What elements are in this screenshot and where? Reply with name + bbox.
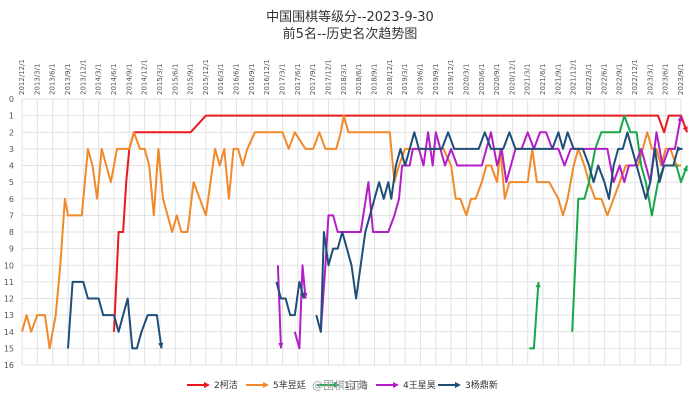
x-tick-label: 2014/3/1: [95, 64, 103, 95]
x-tick-label: 2014/6/1: [110, 64, 118, 95]
x-tick-label: 2015/12/1: [202, 59, 210, 95]
legend-arrowhead: [334, 382, 340, 388]
y-tick-label: 10: [4, 261, 14, 270]
legend-arrowhead: [393, 382, 399, 388]
x-tick-label: 2020/9/1: [493, 64, 501, 95]
y-tick-label: 11: [4, 278, 14, 287]
x-tick-label: 2013/12/1: [79, 59, 87, 95]
series-line: [67, 280, 163, 350]
y-tick-label: 16: [4, 361, 14, 370]
x-tick-label: 2018/6/1: [355, 64, 363, 95]
x-tick-label: 2019/3/1: [401, 64, 409, 95]
x-tick-label: 2019/12/1: [447, 59, 455, 95]
series-arrowhead: [300, 292, 306, 299]
x-tick-label: 2023/6/1: [662, 64, 670, 95]
x-tick-label: 2019/6/1: [416, 64, 424, 95]
x-tick-label: 2013/3/1: [33, 64, 41, 95]
x-tick-label: 2020/12/1: [508, 59, 516, 95]
x-tick-label: 2015/3/1: [156, 64, 164, 95]
x-tick-label: 2021/9/1: [554, 64, 562, 95]
x-tick-label: 2015/6/1: [171, 64, 179, 95]
chart-subtitle: 前5名--历史名次趋势图: [283, 26, 418, 42]
series-arrowhead: [677, 115, 683, 122]
x-tick-label: 2023/3/1: [646, 64, 654, 95]
x-tick-label: 2015/9/1: [187, 64, 195, 95]
x-tick-label: 2017/3/1: [279, 64, 287, 95]
y-tick-label: 15: [4, 344, 14, 353]
x-tick-label: 2016/9/1: [248, 64, 256, 95]
x-tick-label: 2022/6/1: [600, 64, 608, 95]
x-tick-label: 2016/12/1: [263, 59, 271, 95]
y-tick-label: 0: [9, 95, 14, 104]
y-tick-label: 14: [4, 328, 14, 337]
x-tick-label: 2018/3/1: [340, 64, 348, 95]
legend-label: 4王星昊: [403, 380, 436, 391]
x-tick-label: 2014/12/1: [141, 59, 149, 95]
legend-arrowhead: [455, 382, 461, 388]
series-line: [315, 131, 683, 333]
y-tick-label: 9: [9, 245, 14, 254]
x-tick-label: 2019/9/1: [432, 64, 440, 95]
x-tick-label: 2020/3/1: [462, 64, 470, 95]
series-arrowhead: [677, 146, 683, 152]
x-tick-label: 2022/12/1: [631, 59, 639, 95]
legend-label: 1丁浩: [344, 379, 368, 391]
x-tick-label: 2013/9/1: [64, 64, 72, 95]
series-line: [319, 115, 682, 332]
y-tick-label: 4: [9, 162, 14, 171]
legend-label: 5芈昱廷: [273, 379, 306, 391]
grid-lines: [21, 98, 682, 366]
x-tick-label: 2016/3/1: [217, 64, 225, 95]
y-tick-label: 7: [9, 211, 14, 220]
series-arrowhead: [682, 165, 688, 172]
x-tick-label: 2021/6/1: [539, 64, 547, 95]
x-tick-label: 2014/9/1: [125, 64, 133, 95]
x-tick-label: 2017/9/1: [309, 64, 317, 95]
y-tick-label: 2: [9, 128, 14, 137]
y-tick-label: 3: [9, 145, 14, 154]
chart-title: 中国围棋等级分--2023-9-30: [266, 9, 434, 25]
x-tick-label: 2022/3/1: [585, 64, 593, 95]
y-tick-label: 8: [9, 228, 14, 237]
series-lines: [21, 114, 689, 350]
y-tick-label: 5: [9, 178, 14, 187]
y-tick-label: 12: [4, 295, 14, 304]
x-tick-label: 2018/9/1: [370, 64, 378, 95]
series-arrowhead: [158, 342, 164, 349]
y-tick-label: 6: [9, 195, 14, 204]
x-tick-label: 2021/3/1: [524, 64, 532, 95]
series-arrowhead: [682, 126, 688, 133]
x-tick-label: 2023/9/1: [677, 64, 685, 95]
x-tick-label: 2020/6/1: [478, 64, 486, 95]
y-tick-label: 13: [4, 311, 14, 320]
series-line: [276, 265, 282, 349]
x-tick-label: 2017/12/1: [325, 59, 333, 95]
series-line: [529, 281, 540, 350]
x-tick-label: 2021/12/1: [570, 59, 578, 95]
x-tick-label: 2012/12/1: [18, 59, 26, 95]
legend-arrowhead: [204, 382, 210, 388]
x-tick-labels: 2012/12/1 2013/3/1 2013/6/1 2013/9/1 2013/12…: [18, 59, 685, 95]
legend: 2柯洁 5芈昱廷 1丁浩 4王星昊 3杨鼎新: [187, 379, 498, 391]
legend-label: 2柯洁: [214, 379, 238, 391]
series-arrowhead: [535, 281, 541, 288]
watermark: @围棋宝典: [312, 378, 367, 392]
series-line: [275, 280, 305, 317]
x-tick-label: 2018/12/1: [386, 59, 394, 95]
x-tick-label: 2016/6/1: [233, 64, 241, 95]
series-arrowhead: [278, 342, 284, 349]
legend-label: 3杨鼎新: [465, 379, 498, 391]
y-tick-label: 1: [9, 112, 14, 121]
x-tick-label: 2017/6/1: [294, 64, 302, 95]
series-line: [293, 264, 307, 350]
x-tick-label: 2022/9/1: [616, 64, 624, 95]
series-line: [21, 114, 681, 350]
x-tick-label: 2013/6/1: [49, 64, 57, 95]
legend-arrowhead: [263, 382, 269, 388]
